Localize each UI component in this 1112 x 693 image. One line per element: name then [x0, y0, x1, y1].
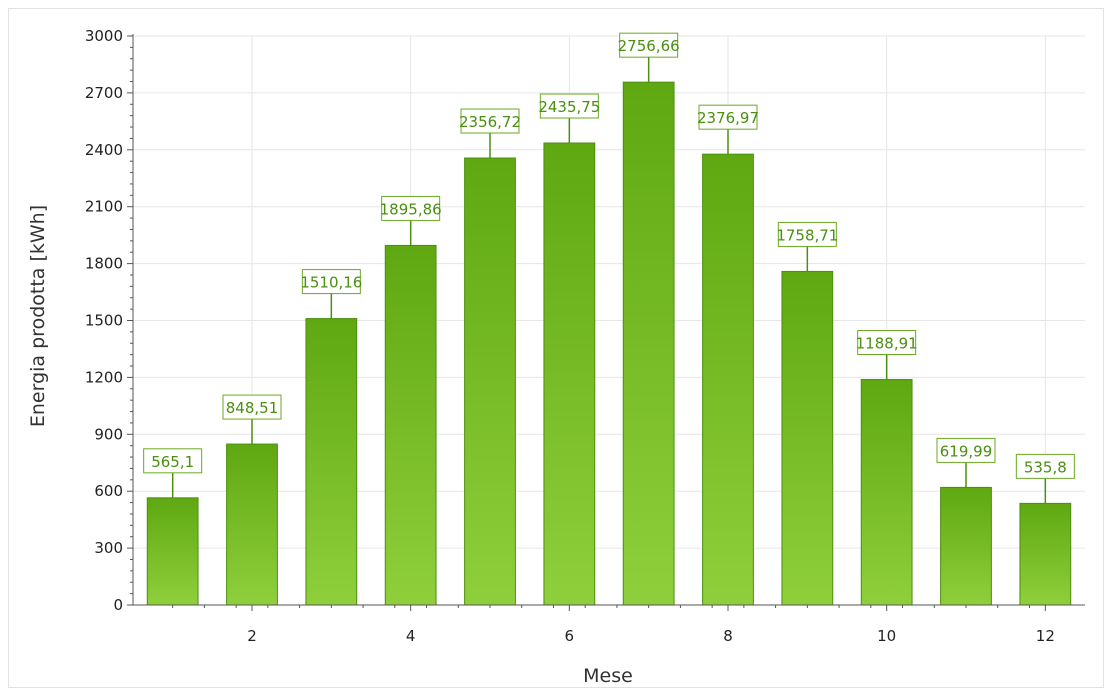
y-tick-label: 1200: [85, 368, 123, 386]
x-tick-label: 10: [877, 627, 896, 645]
data-label-box: [539, 93, 599, 119]
x-tick-label: 8: [723, 627, 733, 645]
data-label-box: [460, 108, 520, 134]
bar: [305, 318, 358, 606]
data-label-box: [698, 104, 758, 130]
y-tick-label: 2400: [85, 141, 123, 159]
x-tick-label: 4: [406, 627, 416, 645]
bar: [622, 81, 675, 606]
bars: [146, 81, 1072, 606]
x-tick-label: 6: [565, 627, 575, 645]
bar: [860, 379, 913, 606]
data-label: 2435,75: [538, 98, 600, 116]
bar: [781, 270, 834, 606]
y-tick-label: 600: [94, 482, 123, 500]
data-label: 1510,16: [300, 274, 362, 292]
y-tick-label: 2700: [85, 84, 123, 102]
data-label: 619,99: [940, 442, 993, 460]
data-label: 1188,91: [856, 335, 918, 353]
data-label-box: [381, 195, 441, 221]
y-tick-label: 2100: [85, 198, 123, 216]
data-label: 565,1: [151, 453, 194, 471]
data-label-box: [936, 437, 996, 463]
x-tick-label: 2: [247, 627, 257, 645]
data-label-box: [857, 330, 917, 356]
bar: [1019, 502, 1072, 606]
bar: [543, 142, 596, 606]
x-axis-title: Mese: [583, 665, 633, 687]
bar: [464, 157, 516, 606]
bar: [384, 244, 437, 606]
bar: [702, 153, 754, 606]
y-axis-title: Energia prodotta [kWh]: [27, 205, 49, 427]
y-tick-label: 0: [113, 596, 123, 614]
data-label: 1895,86: [380, 200, 442, 218]
data-label: 1758,71: [776, 226, 838, 244]
data-label: 535,8: [1024, 458, 1067, 476]
y-tick-label: 900: [94, 425, 123, 443]
data-label-box: [777, 221, 837, 247]
data-label: 2756,66: [618, 37, 680, 55]
data-label-box: [619, 32, 679, 58]
data-label-box: [222, 394, 282, 420]
y-tick-label: 1500: [85, 312, 123, 330]
y-tick-label: 1800: [85, 255, 123, 273]
y-tick-label: 300: [94, 539, 123, 557]
data-label-box: [301, 269, 361, 295]
y-tick-label: 3000: [85, 27, 123, 45]
data-label-box: [1015, 453, 1075, 479]
data-label-box: [143, 448, 203, 474]
data-labels: 565,1 848,51 1510,16 1895,86 2356,72 2435,75 2…: [143, 32, 1075, 504]
bar: [940, 486, 992, 606]
data-label: 2356,72: [459, 113, 521, 131]
data-label: 848,51: [226, 399, 279, 417]
x-tick-label: 12: [1036, 627, 1055, 645]
bar: [146, 497, 199, 606]
data-label: 2376,97: [697, 109, 759, 127]
bar: [226, 443, 278, 606]
